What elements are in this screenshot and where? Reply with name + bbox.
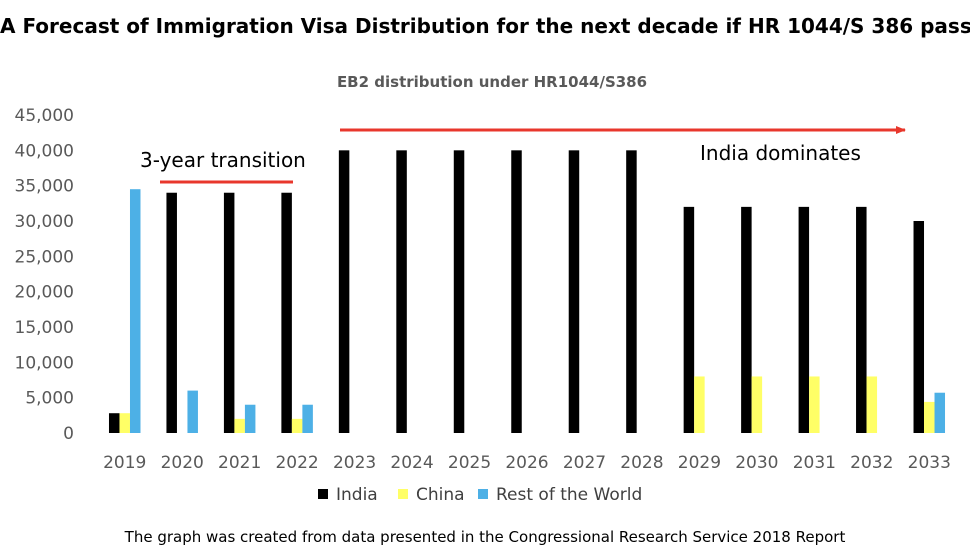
y-tick-label: 25,000 [15,247,74,267]
bar-china-2031 [809,376,820,433]
bar-china-2032 [866,376,878,433]
bar-india-2022 [281,192,292,433]
y-tick-label: 30,000 [15,212,74,232]
y-tick-label: 0 [63,424,74,444]
legend-swatch-rest-of-the-world [478,489,488,499]
bar-india-2019 [108,413,120,433]
y-tick-label: 10,000 [15,353,74,373]
legend-label-india: India [336,485,378,505]
x-tick-label: 2026 [505,453,548,473]
bar-china-2029 [694,376,705,433]
x-tick-label: 2028 [620,453,663,473]
annotation-transition-label: 3-year transition [140,148,306,172]
bar-india-2024 [396,150,407,433]
legend: India China Rest of the World [318,485,642,505]
chart-source-note: The graph was created from data presente… [124,528,846,546]
bar-india-2025 [453,150,465,433]
x-tick-label: 2024 [390,453,433,473]
bar-india-2033 [913,221,925,433]
annotation-india-dominates-label: India dominates [700,141,861,165]
x-tick-label: 2032 [850,453,893,473]
bar-china-2022 [291,418,303,433]
bar-china-2019 [119,413,130,433]
bar-india-2021 [223,192,235,433]
bar-india-2029 [683,206,695,433]
y-tick-label: 5,000 [25,389,74,409]
x-tick-label: 2033 [908,453,951,473]
bar-china-2030 [751,376,763,433]
legend-swatch-china [398,489,408,499]
y-tick-label: 40,000 [15,141,74,161]
legend-swatch-india [318,489,328,499]
bar-china-2033 [924,401,935,433]
bar-india-2020 [166,192,177,433]
bar-india-2031 [798,206,810,433]
bar-india-2026 [511,150,522,433]
bar-china-2021 [234,418,245,433]
bar-rest-of-the-world-2019 [129,189,141,433]
bar-india-2023 [338,150,350,433]
x-tick-label: 2022 [275,453,318,473]
bar-rest-of-the-world-2021 [244,404,256,433]
x-tick-label: 2020 [161,453,204,473]
bar-chart: EB2 distribution under HR1044/S386 0 5,00… [15,73,951,505]
x-tick-label: 2030 [735,453,778,473]
y-tick-label: 20,000 [15,283,74,303]
y-tick-label: 45,000 [15,106,74,126]
bar-rest-of-the-world-2020 [187,390,198,433]
x-tick-label: 2031 [793,453,836,473]
legend-label-china: China [416,485,465,505]
bar-rest-of-the-world-2022 [302,404,313,433]
bar-india-2032 [856,206,867,433]
annotations-group: 3-year transition India dominates [140,126,906,184]
chart-main-title: A Forecast of Immigration Visa Distribut… [0,14,970,38]
chart-subtitle: EB2 distribution under HR1044/S386 [337,73,647,91]
bar-india-2027 [568,150,580,433]
x-tick-label: 2021 [218,453,261,473]
bars-group [108,150,946,433]
y-tick-label: 15,000 [15,318,74,338]
y-axis: 0 5,000 10,000 15,000 20,000 25,000 30,000 35,0… [15,106,74,444]
x-axis: 2019 2020 2021 2022 2023 2024 2025 2026 2027 2028… [103,453,951,473]
x-tick-label: 2019 [103,453,146,473]
bar-india-2028 [626,150,637,433]
y-tick-label: 35,000 [15,177,74,197]
legend-label-rest-of-the-world: Rest of the World [496,485,642,505]
x-tick-label: 2029 [678,453,721,473]
x-tick-label: 2023 [333,453,376,473]
bar-india-2030 [741,206,752,433]
bar-rest-of-the-world-2033 [934,392,946,433]
x-tick-label: 2025 [448,453,491,473]
x-tick-label: 2027 [563,453,606,473]
